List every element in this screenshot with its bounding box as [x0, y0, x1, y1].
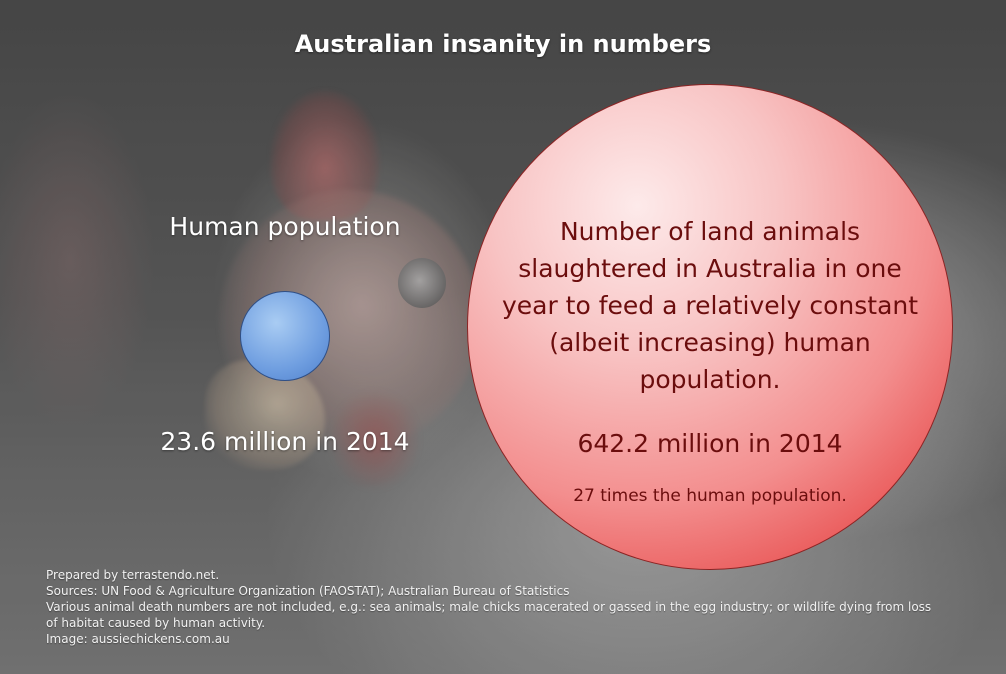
footer-note: Various animal death numbers are not inc… [46, 600, 932, 630]
footer-notes: Prepared by terrastendo.net. Sources: UN… [46, 567, 946, 647]
human-population-value: 23.6 million in 2014 [160, 427, 410, 456]
footer-image-credit: Image: aussiechickens.com.au [46, 632, 230, 646]
footer-prepared-by: Prepared by terrastendo.net. [46, 568, 220, 582]
animals-ratio-note: 27 times the human population. [573, 486, 847, 506]
background-hen-wattle [330, 390, 420, 490]
background-hen-eye [398, 258, 446, 308]
human-population-circle [240, 291, 330, 381]
footer-sources: Sources: UN Food & Agriculture Organizat… [46, 584, 570, 598]
animals-slaughtered-description: Number of land animals slaughtered in Au… [501, 217, 919, 394]
background-hen-beak [205, 360, 325, 470]
page-title: Australian insanity in numbers [294, 30, 712, 58]
animals-slaughtered-circle [467, 84, 953, 570]
human-population-label: Human population [169, 212, 401, 241]
animals-slaughtered-value: 642.2 million in 2014 [577, 429, 843, 458]
